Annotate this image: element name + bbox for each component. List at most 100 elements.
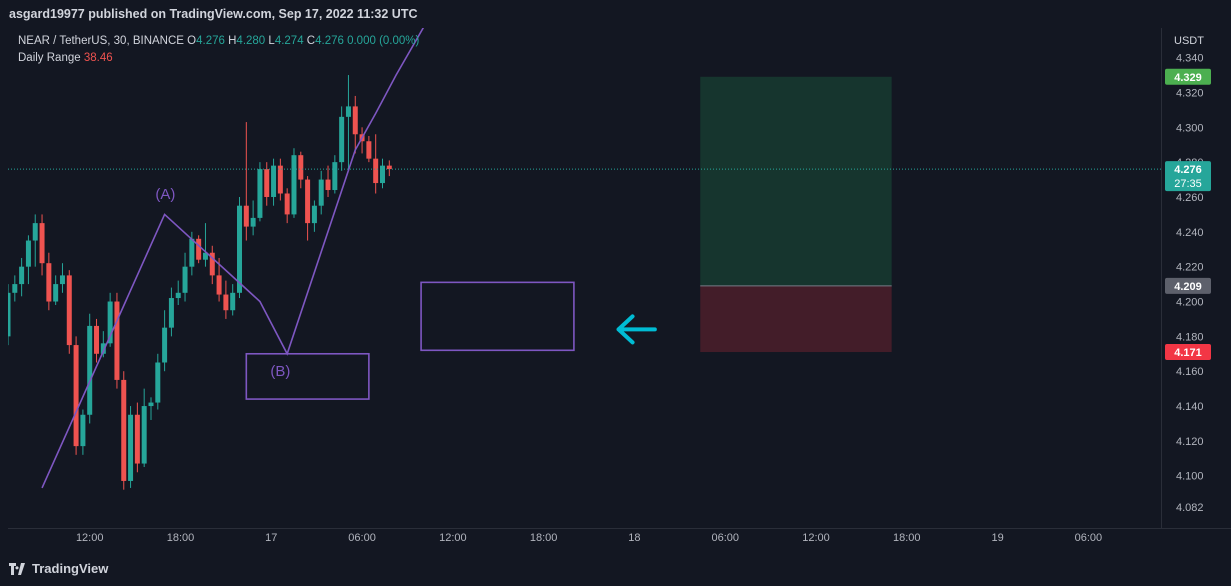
price-tick-label: 4.160 (1176, 366, 1204, 378)
price-chart[interactable]: (A) (B) 4.340 4.320 4.300 4.280 4.260 4.240 4.2… (8, 28, 1231, 552)
candle-body (202, 252, 208, 260)
price-tick-label: 4.320 (1176, 87, 1204, 99)
price-tick-label: 4.240 (1176, 227, 1204, 239)
time-axis[interactable]: 12:00 18:00 17 06:00 12:00 18:00 18 06:00 12:00 1… (76, 532, 1102, 544)
profit-zone[interactable] (700, 76, 892, 286)
publish-bar: asgard19977 published on TradingView.com… (0, 0, 1231, 28)
time-tick-label: 17 (265, 532, 277, 544)
price-label-badge (1165, 277, 1211, 294)
price-label-text: 4.209 (1174, 281, 1202, 293)
close-value: 4.276 (315, 35, 344, 47)
chart-background (8, 28, 1231, 552)
price-label-badge (1165, 344, 1211, 361)
candle-body (80, 414, 86, 447)
candle-body (121, 379, 127, 481)
candle-body (148, 402, 154, 407)
candle-body (8, 292, 11, 337)
candle-body (318, 179, 324, 206)
candle-body (379, 165, 385, 184)
candle-body (182, 266, 188, 293)
candle-body (257, 169, 263, 218)
candle-body (196, 238, 202, 260)
candle-body (277, 165, 283, 194)
price-tick-label: 4.180 (1176, 331, 1204, 343)
tradingview-logo-text: TradingView (32, 561, 109, 576)
price-axis[interactable]: 4.3404.3204.3004.2804.2604.2404.2204.200… (1165, 53, 1211, 514)
candle-body (46, 263, 52, 302)
tradingview-logo[interactable]: TradingView (9, 561, 108, 576)
change-value: 0.000 (0.00%) (347, 35, 420, 47)
indicator-legend: Daily Range 38.46 (18, 52, 113, 64)
candle-body (250, 217, 256, 227)
candle-body (230, 292, 236, 311)
candle-body (291, 155, 297, 215)
candle-body (325, 179, 331, 191)
drawings[interactable]: (A) (B) (41, 28, 657, 489)
current-price-text: 4.276 (1174, 164, 1202, 176)
candle-body (141, 406, 147, 464)
price-label-text: 4.171 (1174, 347, 1202, 359)
loss-zone[interactable] (700, 285, 892, 353)
price-tick-label: 4.200 (1176, 297, 1204, 309)
price-tick-label: 4.100 (1176, 471, 1204, 483)
time-tick-label: 06:00 (1075, 532, 1103, 544)
candle-body (25, 240, 31, 267)
candle-body (128, 414, 134, 481)
price-tick-label: 4.340 (1176, 53, 1204, 65)
candle-body (386, 165, 392, 170)
time-tick-label: 06:00 (348, 532, 376, 544)
label-a: (A) (155, 186, 175, 203)
arrow-left-icon[interactable] (616, 314, 657, 345)
bar-countdown-text: 27:35 (1174, 178, 1202, 190)
current-price-badge (1165, 161, 1211, 192)
candle-body (339, 116, 345, 163)
price-tick-label: 4.120 (1176, 436, 1204, 448)
candle-body (12, 284, 18, 293)
candle-body (271, 165, 277, 197)
candle-body (373, 158, 379, 184)
candle-body (298, 155, 304, 180)
high-label: H (228, 35, 237, 47)
price-label-badge (1165, 68, 1211, 85)
footer-bar: TradingView (0, 552, 1231, 586)
candle-body (366, 141, 372, 159)
close-label: C (306, 35, 316, 47)
candle-body (39, 223, 45, 264)
time-tick-label: 12:00 (802, 532, 830, 544)
rectangle-b[interactable] (245, 352, 370, 400)
low-value: 4.274 (274, 35, 304, 47)
rectangle-target[interactable] (420, 281, 575, 352)
candle-body (332, 162, 338, 191)
time-tick-label: 18:00 (893, 532, 921, 544)
candle-body (94, 325, 100, 354)
candle-body (53, 284, 59, 302)
price-tick-label: 4.082 (1176, 502, 1204, 514)
candle-body (32, 223, 38, 241)
publish-info: asgard19977 published on TradingView.com… (9, 7, 418, 21)
candle-body (114, 301, 120, 380)
candles (8, 75, 392, 490)
candle-body (168, 298, 174, 328)
symbol-name[interactable]: NEAR / TetherUS, 30, BINANCE (18, 35, 184, 47)
currency-label: USDT (1174, 35, 1204, 47)
candle-body (284, 193, 290, 215)
candle-body (134, 414, 140, 464)
time-tick-label: 18:00 (530, 532, 558, 544)
price-tick-label: 4.300 (1176, 122, 1204, 134)
time-tick-label: 19 (991, 532, 1003, 544)
time-tick-label: 12:00 (439, 532, 467, 544)
wave-trendline[interactable] (41, 28, 430, 489)
indicator-value: 38.46 (83, 52, 113, 64)
price-tick-label: 4.260 (1176, 192, 1204, 204)
candle-body (59, 275, 65, 285)
price-tick-label: 4.140 (1176, 401, 1204, 413)
indicator-name[interactable]: Daily Range (18, 52, 81, 64)
candle-body (264, 169, 270, 197)
candle-body (87, 325, 93, 415)
time-tick-label: 06:00 (711, 532, 739, 544)
high-value: 4.280 (236, 35, 266, 47)
candle-body (345, 106, 351, 117)
long-position-tool[interactable] (700, 76, 892, 353)
candle-body (19, 266, 25, 285)
label-b: (B) (270, 363, 290, 380)
